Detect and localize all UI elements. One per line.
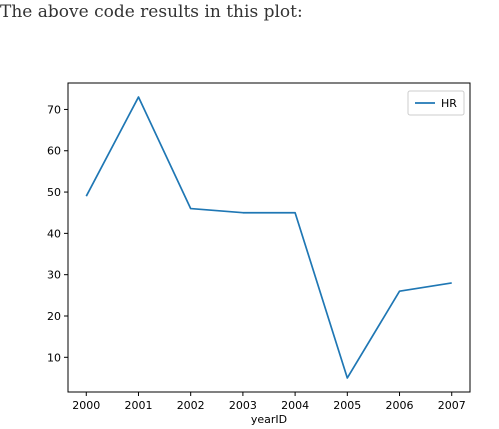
x-tick-label: 2001: [124, 399, 152, 412]
x-tick-label: 2006: [386, 399, 414, 412]
x-tick-label: 2004: [281, 399, 309, 412]
series-layer: [85, 96, 452, 379]
x-tick-label: 2003: [229, 399, 257, 412]
x-tick-label: 2000: [72, 399, 100, 412]
y-tick-label: 20: [47, 310, 61, 323]
y-axis: 10 20 30 40 50 60 70: [47, 103, 68, 364]
x-tick-label: 2007: [438, 399, 466, 412]
plot-area-frame: [67, 82, 471, 393]
x-axis: 2000 2001 2002 2003 2004 2005 2006 2007: [72, 392, 466, 412]
y-tick-label: 10: [47, 351, 61, 364]
y-tick-label: 70: [47, 103, 61, 116]
y-tick-label: 30: [47, 269, 61, 282]
y-tick-label: 40: [47, 227, 61, 240]
x-tick-label: 2002: [177, 399, 205, 412]
plot-caption: The above code results in this plot:: [0, 2, 303, 22]
legend: HR: [407, 90, 465, 116]
x-axis-label: yearID: [251, 413, 287, 426]
series-line-hr: [85, 96, 452, 379]
y-tick-label: 50: [47, 186, 61, 199]
x-tick-label: 2005: [333, 399, 361, 412]
legend-box: [407, 90, 465, 116]
legend-label: HR: [441, 97, 457, 110]
y-tick-label: 60: [47, 145, 61, 158]
